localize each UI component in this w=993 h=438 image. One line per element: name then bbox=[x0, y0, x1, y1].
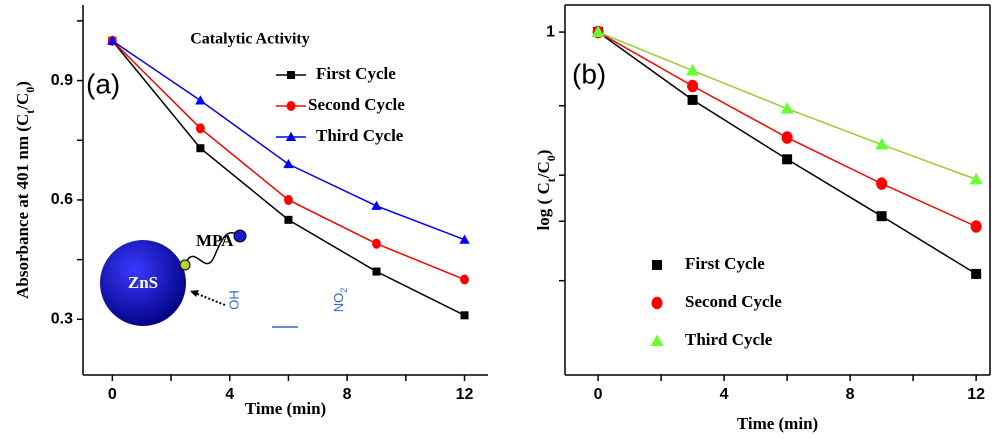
x-tick-label: 8 bbox=[846, 386, 855, 403]
x-tick-label: 12 bbox=[456, 386, 474, 403]
ligand-end bbox=[179, 259, 191, 271]
marker bbox=[285, 131, 297, 141]
marker bbox=[970, 220, 982, 233]
marker bbox=[283, 158, 294, 169]
marker bbox=[687, 94, 698, 105]
legend-label: Third Cycle bbox=[316, 126, 404, 145]
y-axis-title: Absorbance at 401 nm (Ct/C0) bbox=[13, 81, 37, 299]
y-axis-text: log ( C bbox=[534, 182, 553, 230]
y-axis-text: /C bbox=[13, 93, 32, 111]
particle-label: ZnS bbox=[128, 273, 158, 292]
y-axis-text: ) bbox=[534, 150, 553, 156]
marker bbox=[460, 274, 469, 285]
marker bbox=[196, 144, 205, 153]
marker bbox=[876, 211, 887, 222]
legend-label: First Cycle bbox=[685, 254, 765, 273]
group-label: OH bbox=[226, 290, 241, 310]
x-tick-label: 8 bbox=[343, 386, 352, 403]
x-axis-title: Time (min) bbox=[737, 414, 818, 433]
marker bbox=[371, 200, 382, 210]
marker bbox=[195, 123, 205, 134]
marker bbox=[591, 25, 605, 38]
group-label: NO2 bbox=[331, 288, 349, 313]
ligand-end bbox=[233, 229, 247, 243]
marker bbox=[687, 79, 699, 93]
x-axis-title: Time (min) bbox=[245, 399, 326, 418]
marker bbox=[651, 296, 663, 310]
series-line bbox=[597, 31, 977, 275]
legend-label: Second Cycle bbox=[685, 292, 782, 311]
marker bbox=[780, 102, 794, 114]
marker bbox=[286, 101, 296, 111]
marker bbox=[460, 311, 469, 320]
marker bbox=[876, 177, 888, 190]
marker bbox=[459, 234, 470, 244]
marker bbox=[969, 172, 983, 185]
x-tick-label: 0 bbox=[594, 386, 603, 403]
inset: ZnS MPA OH NO2 bbox=[100, 229, 349, 328]
group-sub: 2 bbox=[339, 288, 349, 293]
legend-label: First Cycle bbox=[316, 64, 396, 83]
zns-particle bbox=[100, 240, 186, 326]
arrow-head bbox=[190, 290, 199, 297]
y-axis-sub: t bbox=[544, 178, 558, 182]
marker bbox=[107, 35, 118, 45]
arrow bbox=[194, 292, 226, 306]
marker bbox=[875, 138, 889, 150]
group-text: NO bbox=[331, 293, 346, 313]
legend-label: Third Cycle bbox=[685, 330, 773, 349]
marker bbox=[782, 154, 793, 165]
y-axis-sub: 0 bbox=[544, 155, 558, 161]
marker bbox=[372, 238, 381, 249]
marker bbox=[971, 268, 982, 279]
legend-label: Second Cycle bbox=[308, 95, 405, 114]
y-tick-label: 1 bbox=[546, 23, 555, 40]
y-axis-text: Absorbance at 401 nm (C bbox=[13, 114, 32, 299]
y-axis-sub: t bbox=[23, 110, 37, 114]
series-line bbox=[597, 31, 977, 228]
marker bbox=[686, 64, 700, 76]
marker bbox=[650, 334, 664, 346]
x-tick-label: 4 bbox=[720, 386, 729, 403]
y-tick-label: 0.9 bbox=[51, 72, 73, 89]
marker bbox=[781, 131, 793, 144]
x-tick-label: 0 bbox=[108, 386, 117, 403]
y-tick-label: 0.3 bbox=[51, 311, 73, 328]
marker bbox=[284, 215, 293, 224]
marker bbox=[284, 194, 293, 205]
x-tick-label: 12 bbox=[967, 386, 985, 403]
marker bbox=[652, 260, 662, 270]
marker bbox=[195, 95, 206, 105]
ligand-label: MPA bbox=[196, 231, 234, 250]
marker bbox=[372, 267, 381, 276]
panel-label: (a) bbox=[86, 68, 120, 99]
y-axis-title: log ( Ct/C0) bbox=[534, 150, 558, 231]
y-axis-text: /C bbox=[534, 161, 553, 179]
panel-label: (b) bbox=[572, 58, 606, 89]
y-tick-label: 0.6 bbox=[51, 191, 73, 208]
ligand-chain bbox=[184, 232, 241, 266]
x-tick-label: 4 bbox=[225, 386, 234, 403]
y-axis-sub: 0 bbox=[23, 87, 37, 93]
marker bbox=[287, 71, 295, 79]
chart-title: Catalytic Activity bbox=[190, 31, 310, 48]
y-axis-text: ) bbox=[13, 81, 32, 87]
